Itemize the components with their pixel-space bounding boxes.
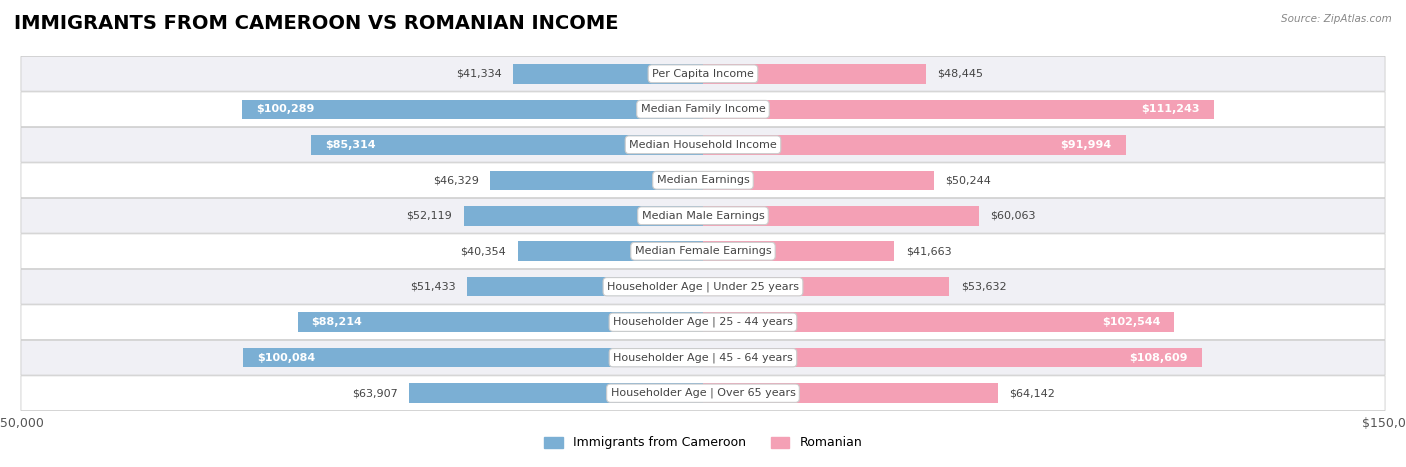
Text: $41,334: $41,334 — [456, 69, 502, 79]
Text: $102,544: $102,544 — [1102, 317, 1160, 327]
Text: $88,214: $88,214 — [312, 317, 363, 327]
Bar — [517, 241, 703, 261]
Bar — [298, 312, 703, 332]
FancyBboxPatch shape — [21, 198, 1385, 233]
Text: $63,907: $63,907 — [353, 388, 398, 398]
Bar — [703, 277, 949, 297]
Text: Median Male Earnings: Median Male Earnings — [641, 211, 765, 221]
Text: $41,663: $41,663 — [905, 246, 952, 256]
Text: Householder Age | 45 - 64 years: Householder Age | 45 - 64 years — [613, 353, 793, 363]
Text: $50,244: $50,244 — [945, 175, 991, 185]
Text: Householder Age | Under 25 years: Householder Age | Under 25 years — [607, 282, 799, 292]
Text: $51,433: $51,433 — [409, 282, 456, 292]
Bar — [703, 206, 979, 226]
Text: $100,084: $100,084 — [257, 353, 315, 363]
Text: $91,994: $91,994 — [1060, 140, 1112, 150]
FancyBboxPatch shape — [21, 57, 1385, 91]
Text: $85,314: $85,314 — [325, 140, 375, 150]
Legend: Immigrants from Cameroon, Romanian: Immigrants from Cameroon, Romanian — [538, 432, 868, 454]
Bar — [467, 277, 703, 297]
Text: $64,142: $64,142 — [1010, 388, 1054, 398]
Bar — [311, 135, 703, 155]
Text: Householder Age | 25 - 44 years: Householder Age | 25 - 44 years — [613, 317, 793, 327]
Text: Median Family Income: Median Family Income — [641, 104, 765, 114]
Text: $46,329: $46,329 — [433, 175, 478, 185]
Bar — [703, 241, 894, 261]
Text: Median Earnings: Median Earnings — [657, 175, 749, 185]
FancyBboxPatch shape — [21, 376, 1385, 410]
Bar — [703, 312, 1174, 332]
Text: Source: ZipAtlas.com: Source: ZipAtlas.com — [1281, 14, 1392, 24]
Bar — [243, 348, 703, 368]
Bar — [242, 99, 703, 119]
Bar — [464, 206, 703, 226]
Text: IMMIGRANTS FROM CAMEROON VS ROMANIAN INCOME: IMMIGRANTS FROM CAMEROON VS ROMANIAN INC… — [14, 14, 619, 33]
Text: Median Female Earnings: Median Female Earnings — [634, 246, 772, 256]
FancyBboxPatch shape — [21, 305, 1385, 340]
Text: Per Capita Income: Per Capita Income — [652, 69, 754, 79]
Bar — [703, 64, 925, 84]
Text: $40,354: $40,354 — [460, 246, 506, 256]
Bar — [491, 170, 703, 190]
Text: $108,609: $108,609 — [1129, 353, 1188, 363]
FancyBboxPatch shape — [21, 340, 1385, 375]
Bar — [703, 135, 1126, 155]
FancyBboxPatch shape — [21, 163, 1385, 198]
FancyBboxPatch shape — [21, 92, 1385, 127]
Text: Median Household Income: Median Household Income — [628, 140, 778, 150]
FancyBboxPatch shape — [21, 234, 1385, 269]
Bar — [409, 383, 703, 403]
Text: $111,243: $111,243 — [1142, 104, 1201, 114]
Text: $100,289: $100,289 — [256, 104, 315, 114]
FancyBboxPatch shape — [21, 127, 1385, 162]
Text: $48,445: $48,445 — [936, 69, 983, 79]
FancyBboxPatch shape — [21, 269, 1385, 304]
Bar — [513, 64, 703, 84]
Bar — [703, 383, 998, 403]
Text: $52,119: $52,119 — [406, 211, 453, 221]
Text: $60,063: $60,063 — [990, 211, 1036, 221]
Bar — [703, 99, 1213, 119]
Bar — [703, 170, 934, 190]
Bar — [703, 348, 1202, 368]
Text: $53,632: $53,632 — [960, 282, 1007, 292]
Text: Householder Age | Over 65 years: Householder Age | Over 65 years — [610, 388, 796, 398]
